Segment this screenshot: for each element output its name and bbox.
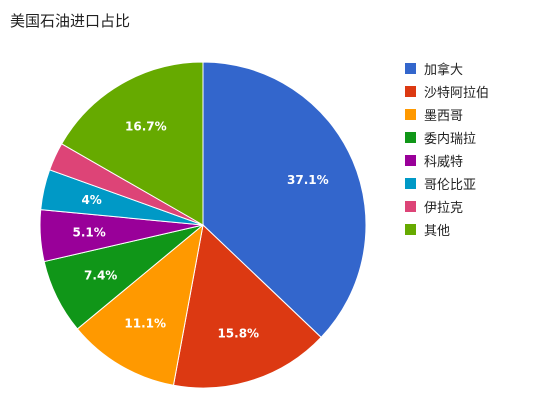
legend-item-7: 其他 bbox=[405, 219, 489, 239]
legend-swatch-3 bbox=[405, 131, 416, 143]
pie-slice-2 bbox=[76, 223, 204, 386]
legend-label-4: 科威特 bbox=[424, 154, 464, 170]
legend-item-0: 加拿大 bbox=[405, 58, 489, 78]
legend-swatch-4 bbox=[405, 154, 416, 166]
legend-item-4: 科威特 bbox=[405, 150, 489, 170]
legend-item-2: 墨西哥 bbox=[405, 104, 489, 124]
legend-label-6: 伊拉克 bbox=[424, 200, 464, 216]
slice-data-label-2: 11.1% bbox=[124, 316, 166, 330]
legend-swatch-1 bbox=[405, 85, 416, 97]
legend-label-7: 其他 bbox=[424, 223, 451, 239]
pie-slice-0 bbox=[202, 61, 367, 339]
slice-data-label-0: 37.1% bbox=[287, 173, 329, 187]
legend-label-1: 沙特阿拉伯 bbox=[424, 85, 490, 101]
legend-swatch-6 bbox=[405, 200, 416, 212]
legend-label-5: 哥伦比亚 bbox=[424, 177, 477, 193]
legend-label-3: 委内瑞拉 bbox=[424, 131, 477, 147]
legend-item-6: 伊拉克 bbox=[405, 196, 489, 216]
legend-item-1: 沙特阿拉伯 bbox=[405, 81, 489, 101]
slice-data-label-5: 4% bbox=[81, 193, 101, 207]
legend-swatch-2 bbox=[405, 108, 416, 120]
legend-item-3: 委内瑞拉 bbox=[405, 127, 489, 147]
chart-title: 美国石油进口占比 bbox=[10, 12, 131, 30]
legend-swatch-5 bbox=[405, 177, 416, 189]
pie-slice-7 bbox=[60, 61, 204, 226]
legend-swatch-0 bbox=[405, 62, 416, 74]
legend-label-2: 墨西哥 bbox=[424, 108, 464, 124]
legend: 加拿大沙特阿拉伯墨西哥委内瑞拉科威特哥伦比亚伊拉克其他 bbox=[405, 58, 489, 242]
slice-data-label-4: 5.1% bbox=[73, 226, 106, 240]
slice-data-label-7: 16.7% bbox=[125, 119, 167, 133]
slice-data-label-3: 7.4% bbox=[84, 269, 117, 283]
legend-label-0: 加拿大 bbox=[424, 62, 464, 78]
legend-swatch-7 bbox=[405, 223, 416, 235]
pie-slice-1 bbox=[172, 224, 322, 389]
slice-data-label-1: 15.8% bbox=[217, 327, 259, 341]
legend-item-5: 哥伦比亚 bbox=[405, 173, 489, 193]
